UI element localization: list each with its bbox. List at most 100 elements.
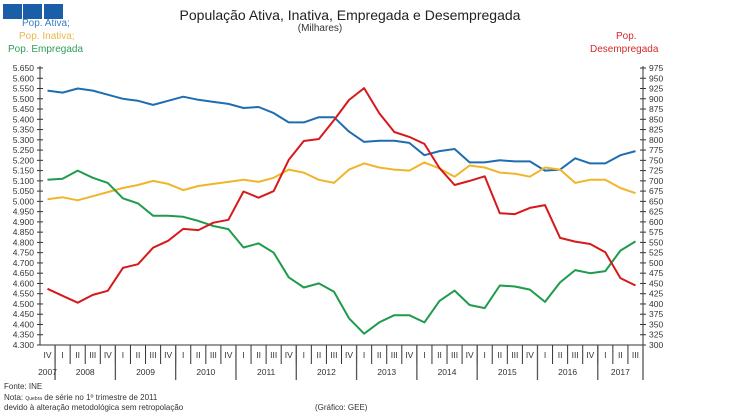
year-label: 2012 — [317, 367, 336, 377]
right-tick-label: 325 — [649, 330, 663, 340]
left-tick-label: 4.350 — [13, 330, 35, 340]
quarter-label: I — [423, 350, 425, 360]
right-tick-label: 675 — [649, 186, 663, 196]
quarter-label: I — [122, 350, 124, 360]
left-tick-label: 4.500 — [13, 299, 35, 309]
left-tick-label: 5.100 — [13, 176, 35, 186]
left-tick-label: 5.500 — [13, 94, 35, 104]
quarter-label: IV — [164, 350, 172, 360]
legend-ativa: Pop. Ativa; — [22, 18, 70, 29]
quarter-label: III — [511, 350, 518, 360]
quarter-label: IV — [586, 350, 594, 360]
right-tick-label: 425 — [649, 289, 663, 299]
quarter-label: II — [196, 350, 201, 360]
quarter-label: IV — [526, 350, 534, 360]
left-tick-label: 5.250 — [13, 145, 35, 155]
quarter-label: I — [604, 350, 606, 360]
legend-desempregada-2: Desempregada — [590, 44, 659, 55]
right-tick-label: 350 — [649, 319, 663, 329]
left-tick-label: 4.550 — [13, 289, 35, 299]
series-line-ativa — [47, 87, 636, 172]
quarter-label: III — [632, 350, 639, 360]
quarter-label: II — [618, 350, 623, 360]
quarter-label: IV — [104, 350, 112, 360]
left-tick-label: 4.450 — [13, 309, 35, 319]
year-label: 2017 — [611, 367, 630, 377]
left-tick-label: 4.650 — [13, 268, 35, 278]
chart-title: População Ativa, Inativa, Empregada e De… — [179, 7, 521, 23]
right-tick-label: 900 — [649, 94, 663, 104]
right-tick-label: 650 — [649, 196, 663, 206]
right-tick-label: 950 — [649, 73, 663, 83]
right-tick-label: 600 — [649, 217, 663, 227]
quarter-label: I — [363, 350, 365, 360]
year-label: 2007 — [38, 367, 57, 377]
quarter-label: III — [572, 350, 579, 360]
left-tick-label: 5.600 — [13, 73, 35, 83]
right-tick-label: 875 — [649, 104, 663, 114]
quarter-label: I — [484, 350, 486, 360]
left-tick-label: 4.300 — [13, 340, 35, 350]
left-tick-label: 5.450 — [13, 104, 35, 114]
note-small: Quebra — [25, 396, 43, 402]
left-tick-label: 4.800 — [13, 237, 35, 247]
quarter-label: IV — [44, 350, 52, 360]
left-tick-label: 5.050 — [13, 186, 35, 196]
right-tick-label: 775 — [649, 145, 663, 155]
quarter-label: III — [391, 350, 398, 360]
quarter-label: III — [210, 350, 217, 360]
quarter-label: II — [437, 350, 442, 360]
legend-square — [3, 4, 22, 19]
left-tick-label: 4.900 — [13, 217, 35, 227]
quarter-label: I — [544, 350, 546, 360]
quarter-label: I — [242, 350, 244, 360]
note-prefix: Nota: — [4, 393, 24, 402]
right-tick-label: 300 — [649, 340, 663, 350]
chart-credit: (Gráfico: GEE) — [315, 403, 368, 412]
chart-subtitle: (Milhares) — [297, 23, 343, 34]
quarter-label: IV — [224, 350, 232, 360]
right-tick-label: 825 — [649, 125, 663, 135]
quarter-label: III — [89, 350, 96, 360]
year-label: 2015 — [498, 367, 517, 377]
left-tick-label: 4.600 — [13, 278, 35, 288]
year-label: 2008 — [76, 367, 95, 377]
quarter-label: IV — [405, 350, 413, 360]
right-tick-label: 700 — [649, 176, 663, 186]
left-tick-label: 5.200 — [13, 155, 35, 165]
legend-square — [44, 4, 63, 19]
quarter-label: I — [303, 350, 305, 360]
left-tick-label: 5.000 — [13, 196, 35, 206]
left-tick-label: 4.750 — [13, 248, 35, 258]
quarter-label: III — [451, 350, 458, 360]
right-tick-label: 750 — [649, 155, 663, 165]
right-tick-label: 725 — [649, 166, 663, 176]
note-line-1: Nota: Quebra de série no 1º trimestre de… — [4, 393, 157, 402]
legend-empregada: Pop. Empregada — [8, 44, 84, 55]
quarter-label: III — [270, 350, 277, 360]
right-tick-label: 925 — [649, 84, 663, 94]
left-tick-label: 5.650 — [13, 63, 35, 73]
year-label: 2014 — [438, 367, 457, 377]
right-tick-label: 850 — [649, 114, 663, 124]
year-label: 2016 — [558, 367, 577, 377]
right-tick-label: 375 — [649, 309, 663, 319]
quarter-label: II — [317, 350, 322, 360]
left-tick-label: 5.300 — [13, 135, 35, 145]
quarter-label: II — [377, 350, 382, 360]
year-label: 2009 — [136, 367, 155, 377]
year-label: 2010 — [196, 367, 215, 377]
quarter-label: I — [61, 350, 63, 360]
quarter-label: II — [75, 350, 80, 360]
quarter-label: II — [136, 350, 141, 360]
quarter-label: IV — [345, 350, 353, 360]
left-tick-label: 5.150 — [13, 166, 35, 176]
right-tick-label: 525 — [649, 248, 663, 258]
left-tick-label: 4.850 — [13, 227, 35, 237]
quarter-label: IV — [466, 350, 474, 360]
right-tick-label: 975 — [649, 63, 663, 73]
note-rest: de série no 1º trimestre de 2011 — [44, 393, 158, 402]
left-tick-label: 4.400 — [13, 319, 35, 329]
year-label: 2013 — [377, 367, 396, 377]
